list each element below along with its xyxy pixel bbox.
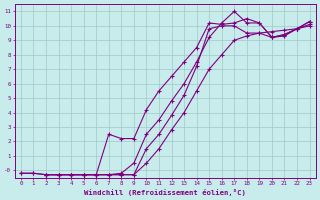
X-axis label: Windchill (Refroidissement éolien,°C): Windchill (Refroidissement éolien,°C) [84,189,246,196]
